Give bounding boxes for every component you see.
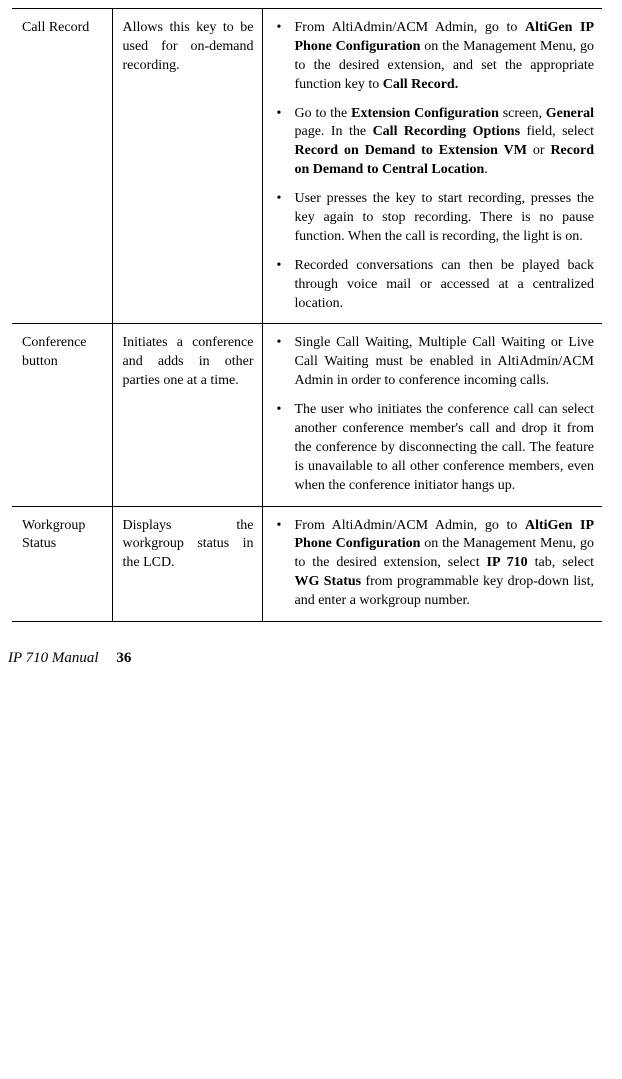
- list-item: Single Call Waiting, Multiple Call Waiti…: [273, 334, 595, 391]
- feature-desc-cell: Initiates a conference and adds in other…: [112, 324, 262, 506]
- table-row: Call RecordAllows this key to be used fo…: [12, 9, 602, 324]
- table-row: Workgroup StatusDisplays the workgroup s…: [12, 506, 602, 621]
- steps-list: From AltiAdmin/ACM Admin, go to AltiGen …: [273, 517, 595, 611]
- page-footer: IP 710 Manual 36: [8, 650, 602, 667]
- feature-table-body: Call RecordAllows this key to be used fo…: [12, 9, 602, 622]
- step-text: Go to the Extension Configuration screen…: [295, 106, 595, 178]
- feature-table: Call RecordAllows this key to be used fo…: [12, 8, 602, 622]
- list-item: The user who initiates the conference ca…: [273, 401, 595, 495]
- list-item: From AltiAdmin/ACM Admin, go to AltiGen …: [273, 19, 595, 95]
- page-number: 36: [116, 650, 131, 666]
- feature-name-cell: Conference button: [12, 324, 112, 506]
- step-text: From AltiAdmin/ACM Admin, go to AltiGen …: [295, 20, 595, 92]
- feature-name-cell: Workgroup Status: [12, 506, 112, 621]
- step-text: Recorded conversations can then be playe…: [295, 258, 595, 311]
- table-row: Conference buttonInitiates a conference …: [12, 324, 602, 506]
- step-text: Single Call Waiting, Multiple Call Waiti…: [295, 335, 595, 388]
- step-text: From AltiAdmin/ACM Admin, go to AltiGen …: [295, 518, 595, 609]
- list-item: Go to the Extension Configuration screen…: [273, 105, 595, 181]
- step-text: The user who initiates the conference ca…: [295, 402, 595, 493]
- feature-steps-cell: Single Call Waiting, Multiple Call Waiti…: [262, 324, 602, 506]
- feature-name-cell: Call Record: [12, 9, 112, 324]
- feature-steps-cell: From AltiAdmin/ACM Admin, go to AltiGen …: [262, 506, 602, 621]
- list-item: Recorded conversations can then be playe…: [273, 257, 595, 314]
- manual-title: IP 710 Manual: [8, 650, 99, 666]
- feature-desc-cell: Displays the workgroup status in the LCD…: [112, 506, 262, 621]
- steps-list: Single Call Waiting, Multiple Call Waiti…: [273, 334, 595, 495]
- step-text: User presses the key to start recording,…: [295, 191, 595, 244]
- list-item: From AltiAdmin/ACM Admin, go to AltiGen …: [273, 517, 595, 611]
- steps-list: From AltiAdmin/ACM Admin, go to AltiGen …: [273, 19, 595, 313]
- feature-steps-cell: From AltiAdmin/ACM Admin, go to AltiGen …: [262, 9, 602, 324]
- list-item: User presses the key to start recording,…: [273, 190, 595, 247]
- feature-desc-cell: Allows this key to be used for on-demand…: [112, 9, 262, 324]
